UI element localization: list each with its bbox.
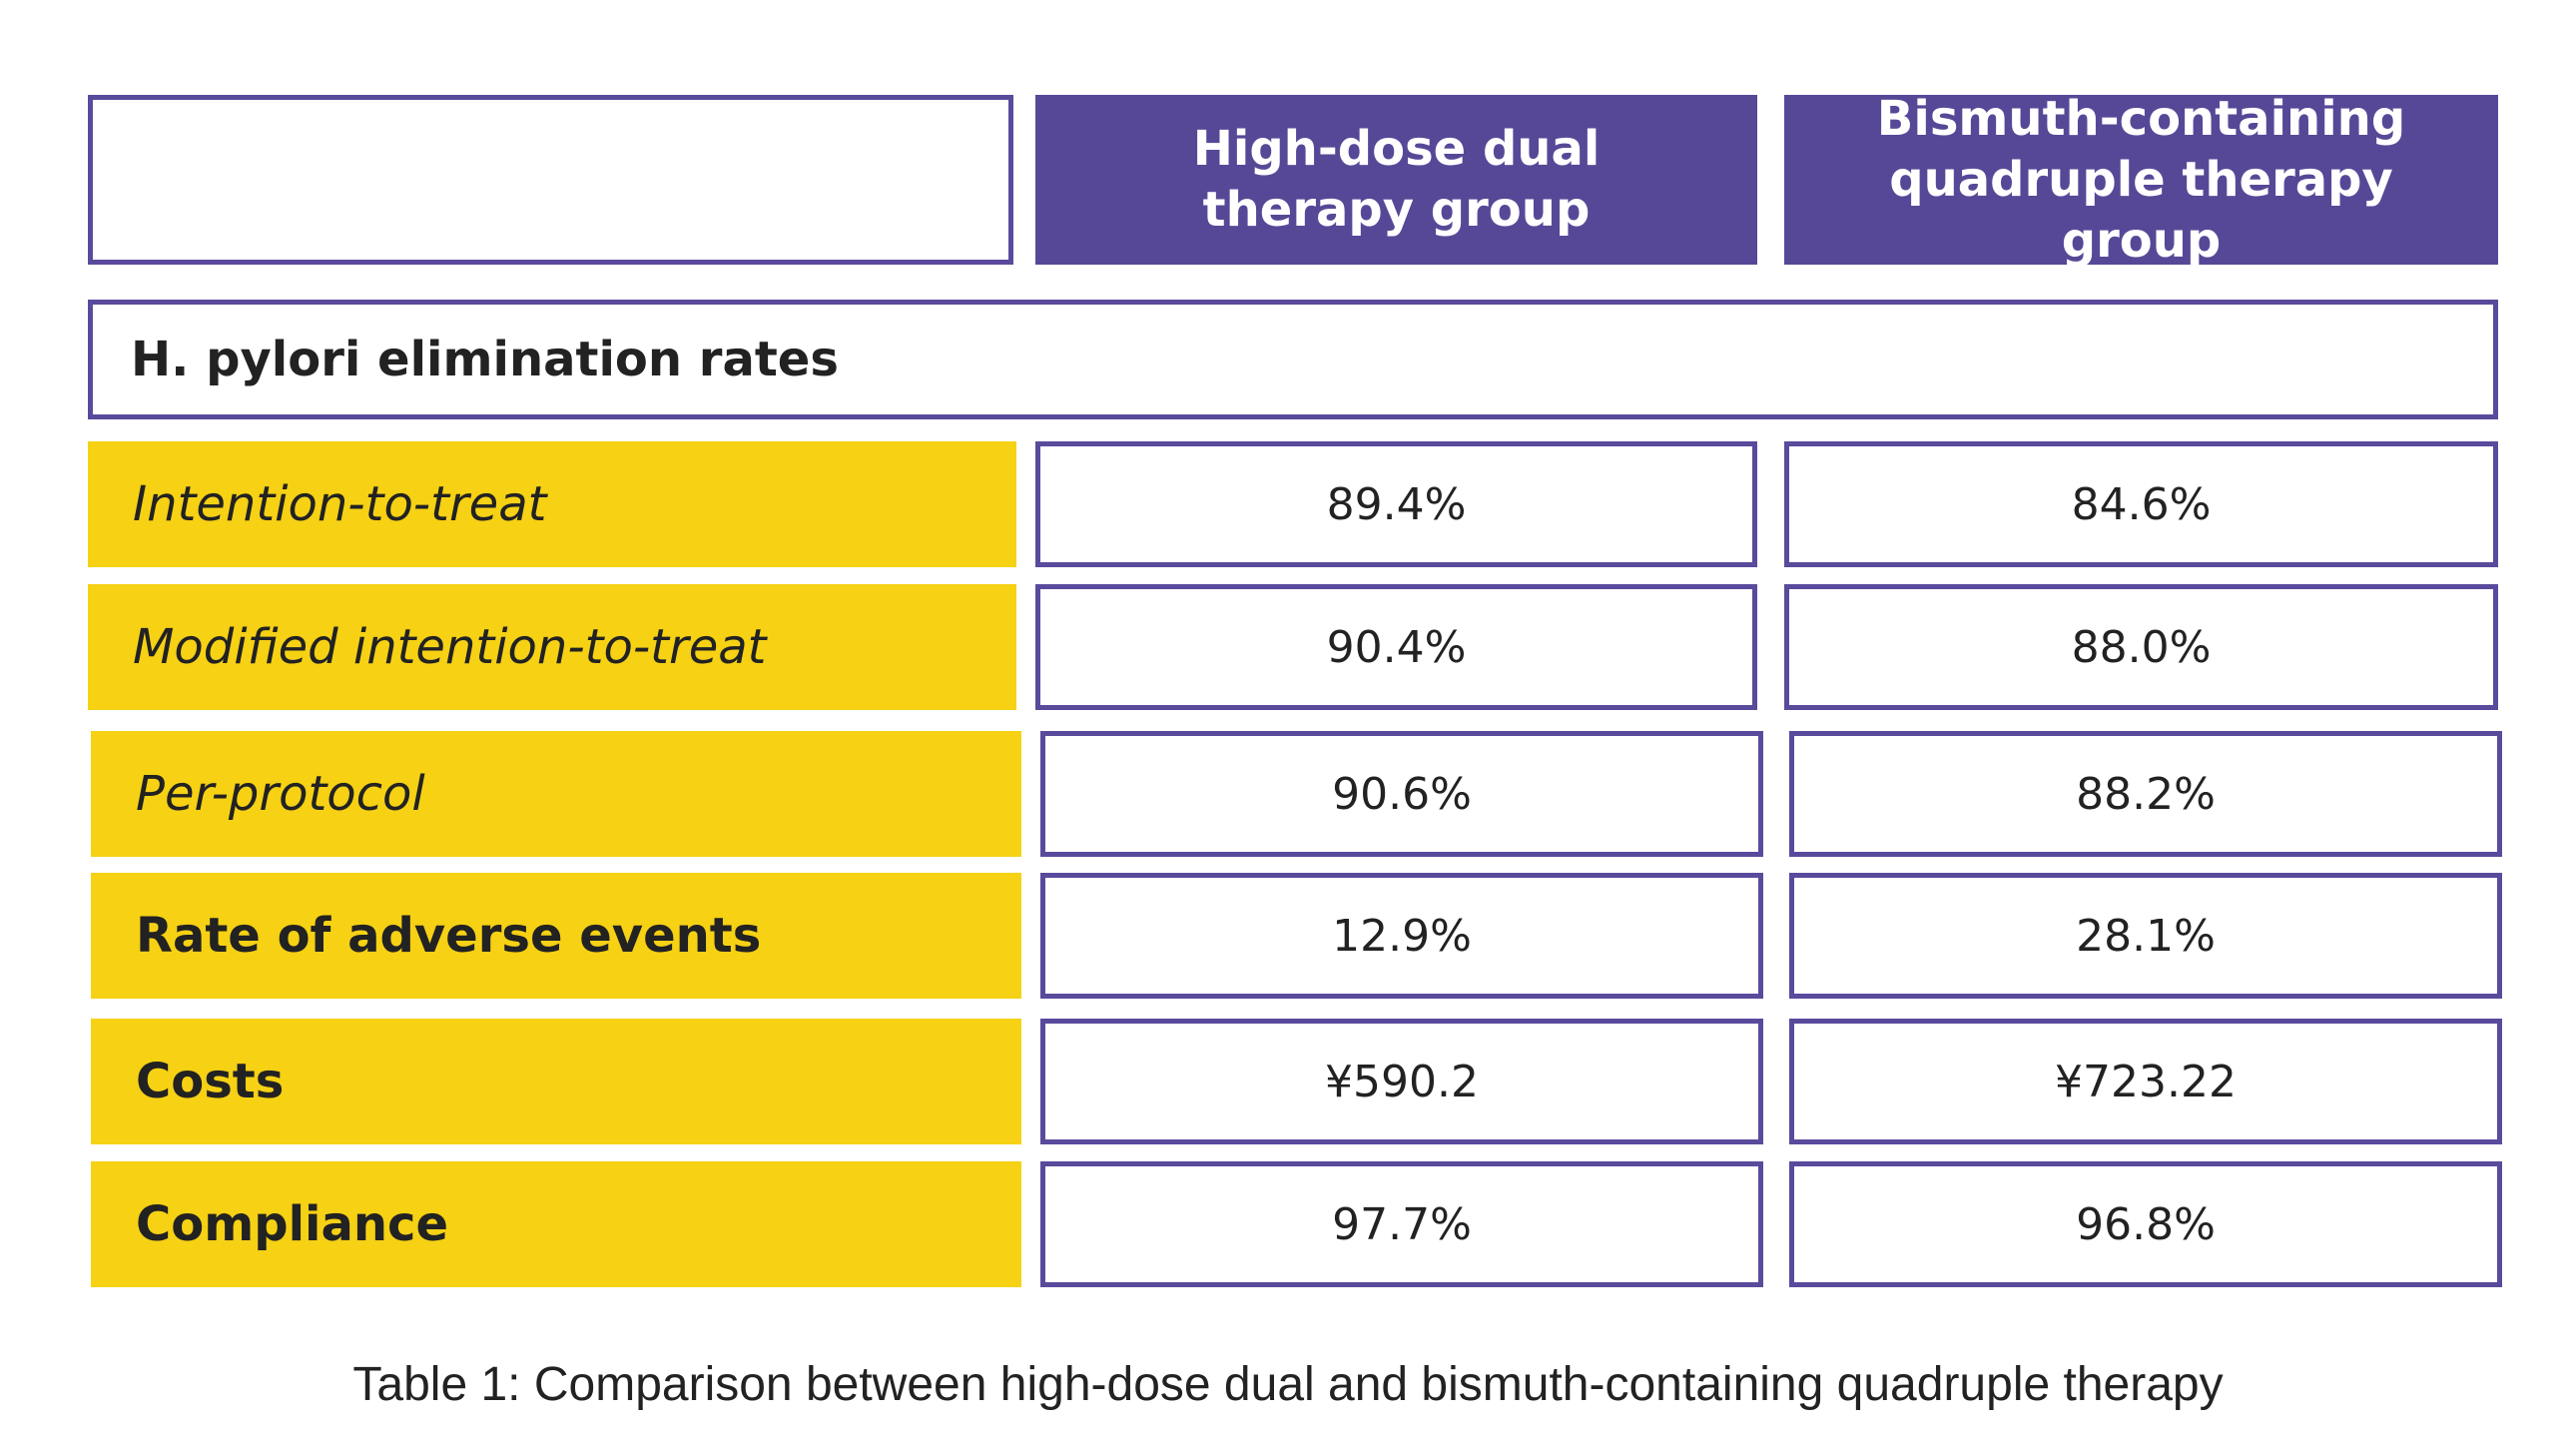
value-quadruple-costs: ¥723.22 [1789,1019,2502,1144]
row-label-costs: Costs [91,1019,1021,1144]
value-dual-intention-to-treat: 89.4% [1035,441,1757,567]
row-label-modified-intention-to-treat: Modified intention-to-treat [88,584,1016,710]
header-empty-cell [88,95,1013,265]
value-quadruple-compliance: 96.8% [1789,1161,2502,1287]
value-dual-adverse-events: 12.9% [1040,873,1763,999]
row-label-per-protocol: Per-protocol [91,731,1021,857]
table-caption: Table 1: Comparison between high-dose du… [352,1358,2224,1411]
row-label-adverse-events: Rate of adverse events [91,873,1021,999]
value-quadruple-per-protocol: 88.2% [1789,731,2502,857]
value-dual-compliance: 97.7% [1040,1161,1763,1287]
row-label-intention-to-treat: Intention-to-treat [88,441,1016,567]
value-dual-modified-intention-to-treat: 90.4% [1035,584,1757,710]
header-dual-therapy: High-dose dual therapy group [1035,95,1757,265]
value-quadruple-modified-intention-to-treat: 88.0% [1784,584,2498,710]
value-dual-per-protocol: 90.6% [1040,731,1763,857]
value-quadruple-intention-to-treat: 84.6% [1784,441,2498,567]
row-label-compliance: Compliance [91,1161,1021,1287]
value-dual-costs: ¥590.2 [1040,1019,1763,1144]
value-quadruple-adverse-events: 28.1% [1789,873,2502,999]
section-title-elimination-rates: H. pylori elimination rates [88,300,2498,419]
header-quadruple-therapy: Bismuth-containing quadruple therapy gro… [1784,91,2498,269]
